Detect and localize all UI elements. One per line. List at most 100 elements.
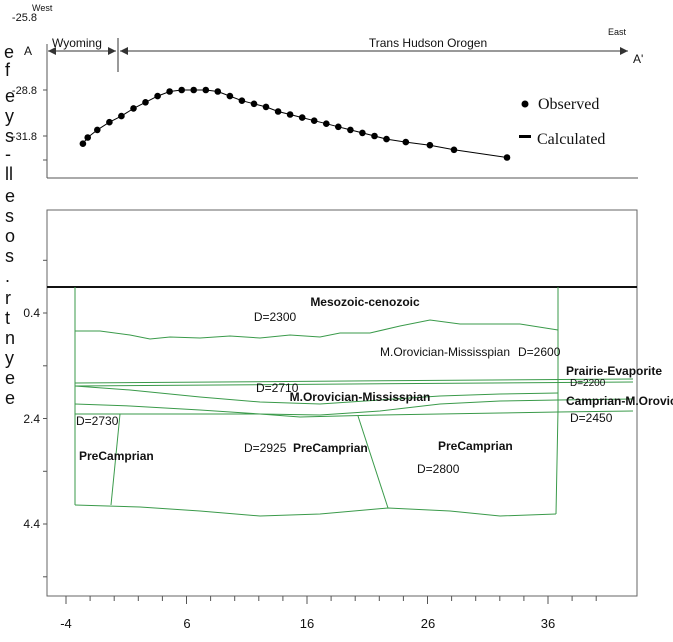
cropped-text-fragment: y: [5, 348, 14, 368]
profile-ytick-2: -28.8: [12, 85, 37, 97]
cropped-text-fragment: ll: [5, 164, 13, 184]
mor-miss-lower-boundary: [74, 398, 634, 416]
observed-point: [383, 135, 390, 143]
depth-tick-label: 2.4: [23, 412, 40, 426]
cropped-text-fragment: s: [5, 126, 14, 146]
cropped-text-fragment: e: [5, 388, 15, 408]
observed-gravity-points: [79, 86, 511, 161]
observed-point: [274, 108, 282, 115]
precambrian-fault-left: [110, 413, 121, 506]
mesozoic-name-label: Mesozoic-cenozoic: [310, 295, 420, 309]
cropped-text-fragment: -: [5, 144, 11, 164]
camprian-base-boundary: [75, 410, 634, 418]
observed-point: [106, 118, 113, 126]
density-2800-label: D=2800: [417, 462, 460, 476]
east-label: East: [608, 27, 627, 37]
a-label: A: [24, 44, 32, 58]
cropped-text-fragment: .: [5, 266, 10, 286]
gravity-profile-panel: -25.8 -28.8 -31.8 West East A A' Wyoming: [12, 3, 643, 179]
west-label: West: [32, 3, 53, 13]
distance-tick-label: -4: [60, 616, 72, 631]
precambrian-right-label: PreCamprian: [438, 439, 513, 453]
mor-miss-lower-label: M.Orovician-Mississpian: [290, 390, 431, 404]
observed-point: [503, 154, 511, 161]
legend-calculated-marker: [519, 135, 531, 138]
region-tho-label: Trans Hudson Orogen: [369, 36, 487, 50]
mesozoic-density-label: D=2300: [254, 310, 297, 324]
observed-point: [262, 103, 270, 111]
observed-point: [238, 97, 246, 104]
cropped-text-fragment: s: [5, 206, 14, 226]
observed-point: [450, 146, 458, 154]
distance-tick-label: 36: [541, 616, 555, 631]
precambrian-mid-label: PreCamprian: [293, 441, 368, 455]
model-frame: [46, 209, 638, 597]
observed-point: [323, 120, 330, 127]
precambrian-left-label: PreCamprian: [79, 449, 154, 463]
prairie-top-boundary: [74, 378, 634, 384]
observed-point: [250, 100, 258, 108]
cropped-text-fragment: y: [5, 106, 14, 126]
cropped-text-fragment: e: [5, 186, 15, 206]
density-2710-label: D=2710: [256, 381, 299, 395]
mor-miss-upper-label: M.Orovician-Mississpian: [380, 345, 510, 359]
observed-point: [359, 129, 366, 137]
basement-base-boundary: [74, 504, 557, 517]
profile-ytick-1: -25.8: [12, 12, 37, 24]
observed-point: [371, 132, 378, 140]
observed-point: [214, 88, 222, 95]
mesozoic-base-boundary: [75, 319, 559, 340]
a-prime-label: A': [633, 52, 643, 66]
legend-observed-label: Observed: [538, 96, 599, 113]
precambrian-fault-right: [357, 415, 389, 509]
cropped-text-fragment: f: [5, 60, 11, 80]
prairie-density-label: D=2200: [570, 378, 606, 389]
model-distance-axis: [65, 596, 597, 604]
depth-tick-label: 4.4: [23, 517, 40, 531]
distance-tick-label: 16: [300, 616, 314, 631]
observed-point: [426, 141, 434, 149]
model-depth-axis: [43, 259, 47, 578]
depth-tick-label: 0.4: [23, 306, 40, 320]
observed-point: [166, 88, 173, 95]
density-model-panel: 0.4 2.4 4.4 -4 6 16 26 36: [23, 209, 673, 631]
cropped-text-fragment: e: [5, 86, 15, 106]
observed-point: [154, 92, 161, 100]
legend-calculated-label: Calculated: [537, 131, 605, 148]
density-2925-label: D=2925: [244, 441, 287, 455]
observed-point: [94, 126, 101, 134]
legend: Observed Calculated: [519, 96, 605, 148]
profile-ytick-3: -31.8: [12, 131, 37, 143]
prairie-base-boundary: [74, 381, 634, 387]
region-wyoming-label: Wyoming: [52, 36, 102, 50]
observed-point: [347, 126, 354, 134]
cropped-text-fragment: n: [5, 328, 15, 348]
observed-point: [118, 112, 125, 120]
cropped-text-fragment: r: [5, 288, 11, 308]
observed-point: [335, 123, 342, 131]
mor-miss-upper-boundary: [74, 385, 559, 405]
cropped-text-fragment: e: [4, 42, 14, 62]
legend-observed-marker: [521, 100, 529, 108]
observed-point: [190, 86, 197, 94]
distance-tick-label: 6: [183, 616, 190, 631]
mor-miss-density-label: D=2600: [518, 345, 561, 359]
observed-point: [202, 86, 210, 94]
cropped-text-fragment: e: [5, 368, 15, 388]
cropped-text-fragment: o: [5, 226, 15, 246]
camprian-density-label: D=2450: [570, 411, 613, 425]
layer-boundaries: [74, 287, 634, 517]
distance-tick-label: 26: [421, 616, 435, 631]
density-2730-label: D=2730: [76, 414, 119, 428]
observed-point: [130, 105, 137, 112]
region-wyoming-arrow: Wyoming: [48, 36, 116, 55]
observed-point: [298, 114, 306, 121]
observed-point: [310, 117, 318, 124]
cropped-text-fragment: t: [5, 308, 10, 328]
observed-point: [286, 111, 294, 118]
model-right-edge: [555, 287, 559, 515]
observed-point: [84, 134, 91, 141]
